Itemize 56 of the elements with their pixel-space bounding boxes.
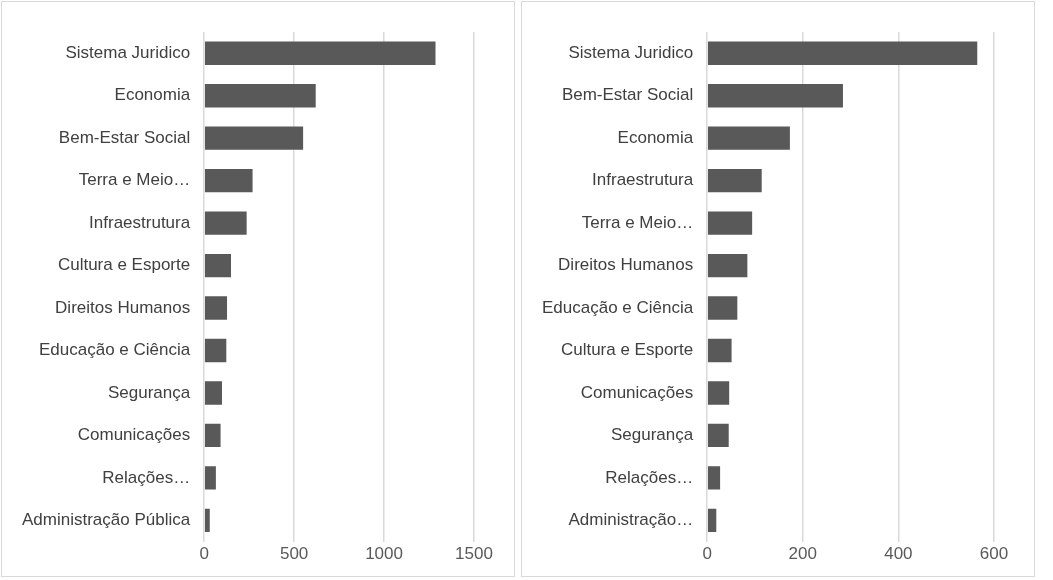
y-tick-label: Direitos Humanos — [55, 297, 191, 317]
bar — [707, 126, 790, 150]
y-tick-label: Terra e Meio… — [78, 170, 191, 190]
bar — [204, 211, 247, 235]
bar — [707, 381, 730, 405]
y-tick-label: Relações… — [605, 467, 694, 487]
y-tick-label: Economia — [617, 127, 694, 147]
bar — [204, 423, 221, 448]
bar — [707, 168, 762, 193]
y-tick-label: Educação e Ciência — [541, 297, 694, 317]
bar — [204, 338, 227, 363]
bar — [707, 338, 732, 363]
y-tick-label: Direitos Humanos — [558, 255, 694, 275]
bar — [707, 466, 721, 490]
bar — [204, 466, 216, 490]
x-tick-label: 0 — [199, 544, 209, 564]
y-tick-label: Infraestrutura — [89, 212, 191, 232]
y-tick-label: Infraestrutura — [592, 170, 694, 190]
y-tick-label: Administração… — [568, 510, 694, 530]
y-tick-label: Terra e Meio… — [581, 212, 694, 232]
bar — [204, 84, 316, 108]
y-tick-label: Comunicações — [77, 425, 191, 445]
x-tick-label: 1500 — [455, 544, 493, 564]
y-tick-label: Cultura e Esporte — [560, 340, 694, 360]
bar — [707, 296, 738, 320]
y-tick-label: Segurança — [107, 382, 191, 402]
y-tick-label: Comunicações — [580, 382, 694, 402]
y-tick-label: Cultura e Esporte — [57, 255, 191, 275]
bar — [204, 41, 436, 65]
x-tick-label: 400 — [884, 544, 913, 564]
x-tick-label: 200 — [788, 544, 817, 564]
bar — [707, 84, 843, 108]
x-tick-label: 500 — [279, 544, 309, 564]
bar — [707, 423, 729, 448]
y-tick-label: Bem-Estar Social — [58, 127, 191, 147]
y-tick-label: Educação e Ciência — [38, 340, 191, 360]
y-tick-label: Bem-Estar Social — [561, 85, 694, 105]
bar — [707, 508, 717, 533]
y-tick-label: Segurança — [610, 425, 694, 445]
x-tick-label: 600 — [979, 544, 1009, 564]
x-tick-label: 1000 — [365, 544, 403, 564]
bar — [204, 253, 231, 278]
y-tick-label: Relações… — [102, 467, 191, 487]
x-tick-label: 0 — [702, 544, 712, 564]
y-tick-label: Sistema Juridico — [568, 42, 694, 62]
y-tick-label: Sistema Juridico — [65, 42, 191, 62]
y-tick-label: Administração Pública — [21, 510, 191, 530]
y-tick-label: Economia — [114, 85, 191, 105]
bar — [204, 296, 228, 320]
bar — [204, 508, 210, 533]
bar — [204, 381, 222, 405]
bar — [707, 211, 753, 235]
bar — [707, 41, 978, 65]
bar — [204, 168, 253, 193]
bar — [707, 253, 748, 278]
bar — [204, 126, 304, 150]
